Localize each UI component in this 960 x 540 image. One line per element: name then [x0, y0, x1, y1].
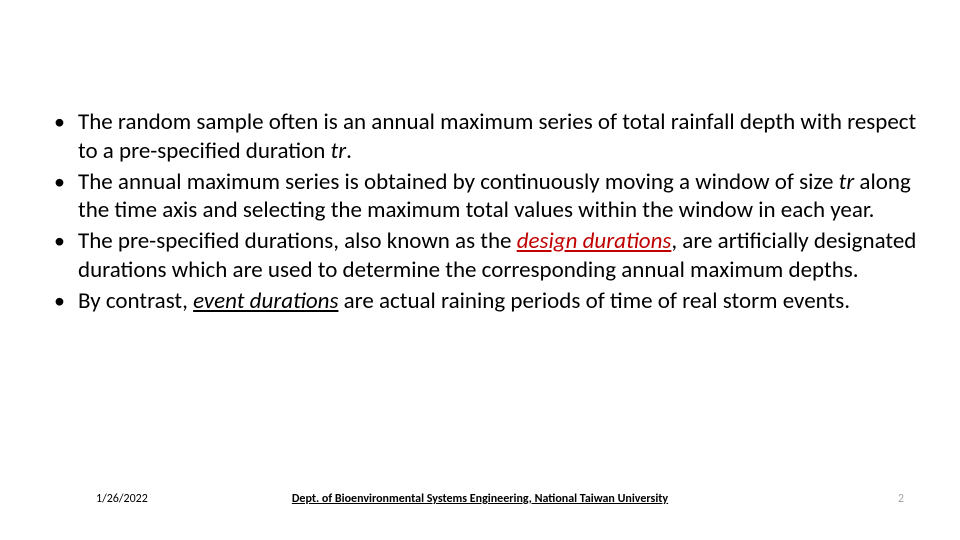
bullet-text: The pre-specified durations, also known …	[78, 227, 517, 255]
bullet-text: By contrast,	[78, 287, 193, 315]
italic-var: tr	[330, 137, 346, 165]
bullet-text: are actual raining periods of time of re…	[338, 287, 850, 315]
list-item: The random sample often is an annual max…	[50, 108, 920, 166]
list-item: The pre-specified durations, also known …	[50, 227, 920, 285]
footer-page-number: 2	[898, 492, 904, 506]
slide: The random sample often is an annual max…	[0, 0, 960, 540]
event-durations-term: event durations	[193, 287, 338, 315]
slide-footer: 1/26/2022 Dept. of Bioenvironmental Syst…	[0, 486, 960, 506]
list-item: By contrast, event durations are actual …	[50, 287, 920, 316]
bullet-text: The annual maximum series is obtained by…	[78, 168, 839, 196]
italic-var: tr	[839, 168, 855, 196]
bullet-text: .	[346, 137, 352, 165]
list-item: The annual maximum series is obtained by…	[50, 168, 920, 226]
bullet-list-container: The random sample often is an annual max…	[50, 108, 920, 317]
bullet-text: The random sample often is an annual max…	[78, 108, 916, 165]
footer-dept: Dept. of Bioenvironmental Systems Engine…	[0, 492, 960, 506]
design-durations-term: design durations	[517, 227, 672, 255]
bullet-list: The random sample often is an annual max…	[50, 108, 920, 315]
